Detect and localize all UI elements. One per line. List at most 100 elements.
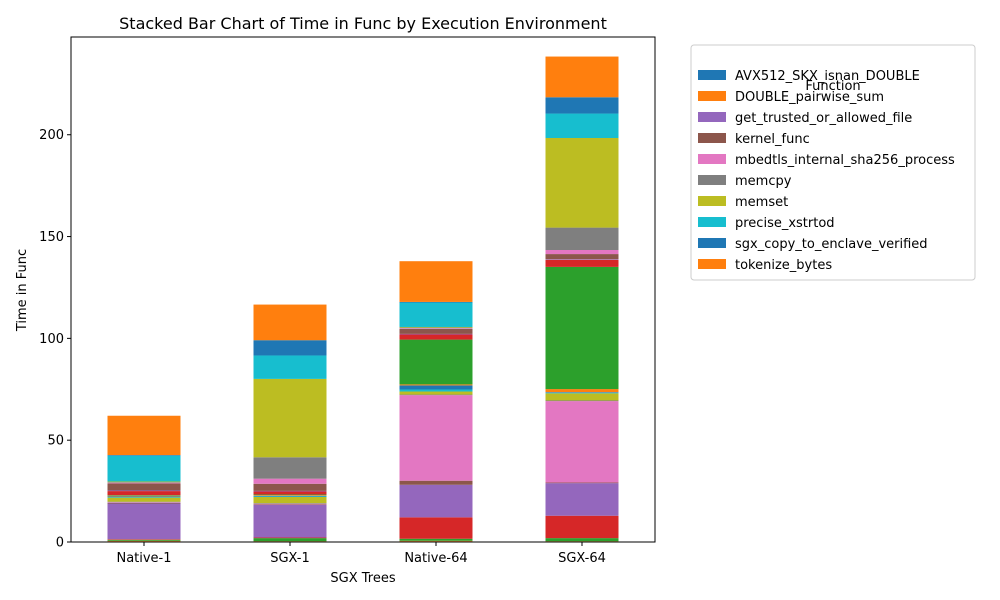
bar-segment: [253, 340, 327, 356]
legend-swatch: [698, 70, 726, 80]
bar-segment: [107, 495, 181, 497]
bar-segment: [545, 515, 619, 539]
bar-segment: [107, 491, 181, 496]
legend-label: tokenize_bytes: [735, 258, 832, 273]
bar-segment: [253, 503, 327, 504]
bar-segment: [253, 304, 327, 341]
bar-segment: [253, 495, 327, 496]
x-axis-label: SGX Trees: [330, 571, 395, 586]
bar-segment: [107, 497, 181, 498]
plot-frame: [70, 36, 656, 543]
bar-segment: [399, 302, 473, 327]
legend-label: sgx_copy_to_enclave_verified: [735, 237, 928, 252]
legend-swatch: [698, 196, 726, 206]
legend-label: get_trusted_or_allowed_file: [735, 111, 912, 126]
x-axis: Native-1 SGX-1 Native-64 SGX-64: [116, 542, 606, 566]
bar-segment: [399, 327, 473, 329]
x-tick-label: Native-1: [116, 551, 171, 566]
y-axis: 0 50 100 150 200: [39, 128, 71, 551]
bar-segment: [253, 503, 327, 505]
bar-segment: [399, 389, 473, 392]
legend-frame: [690, 44, 976, 281]
legend-swatch: [698, 112, 726, 122]
y-tick-label: 100: [39, 332, 64, 347]
bar-segment: [399, 517, 473, 539]
bar-segment: [545, 113, 619, 138]
bar-segment: [253, 491, 327, 495]
x-tick-label: SGX-1: [270, 551, 310, 566]
bar-segment: [545, 97, 619, 114]
x-tick-label: Native-64: [404, 551, 467, 566]
y-tick-label: 150: [39, 230, 64, 245]
bar-segment: [107, 501, 181, 503]
legend-label: DOUBLE_pairwise_sum: [735, 90, 884, 105]
y-tick-label: 0: [56, 536, 64, 551]
bar-segment: [545, 259, 619, 267]
bar-segment: [545, 138, 619, 228]
bar-segment: [545, 392, 619, 394]
bar-segment: [107, 483, 181, 491]
bar-segment: [399, 301, 473, 303]
bar-segment: [107, 497, 181, 502]
legend: Function AVX512_SKX_isnan_DOUBLE DOUBLE_p…: [690, 44, 976, 281]
bar-segment: [107, 496, 181, 497]
bar-segment: [545, 254, 619, 260]
legend-items: AVX512_SKX_isnan_DOUBLE DOUBLE_pairwise_s…: [698, 69, 955, 273]
bar-segment: [253, 483, 327, 491]
bar-segment: [253, 355, 327, 379]
bar-segment: [253, 378, 327, 458]
bar-segment: [107, 455, 181, 456]
bars: [107, 56, 619, 542]
bar-segment: [545, 56, 619, 98]
bar-segment: [253, 478, 327, 484]
bar-segment: [253, 494, 327, 496]
legend-label: mbedtls_internal_sha256_process: [735, 153, 955, 168]
bar-segment: [399, 339, 473, 385]
bar-segment: [545, 401, 619, 483]
bar-segment: [545, 392, 619, 393]
legend-label: precise_xstrtod: [735, 216, 835, 231]
bar-segment: [399, 540, 473, 542]
legend-title: Function: [805, 79, 860, 94]
bar-segment: [253, 538, 327, 542]
bar-segment: [107, 503, 181, 540]
x-tick-label: SGX-64: [558, 551, 606, 566]
legend-swatch: [698, 175, 726, 185]
legend-label: memcpy: [735, 174, 792, 189]
bar-segment: [107, 482, 181, 483]
bar-segment: [545, 227, 619, 250]
bar-segment: [399, 538, 473, 541]
bar-segment: [399, 334, 473, 340]
bar-segment: [399, 384, 473, 386]
bar-segment: [253, 495, 327, 497]
bar-segment: [545, 259, 619, 260]
bar-segment: [545, 393, 619, 401]
bar-segment: [545, 250, 619, 255]
bar-segment: [399, 391, 473, 395]
bar-segment: [253, 537, 327, 539]
bar-segment: [399, 395, 473, 481]
bar-segment: [399, 333, 473, 335]
bar-segment: [253, 504, 327, 538]
bar-segment: [253, 496, 327, 497]
bar-segment: [107, 539, 181, 540]
bar-segment: [253, 457, 327, 479]
bar-segment: [107, 490, 181, 492]
bar-segment: [545, 266, 619, 390]
legend-label: memset: [735, 195, 788, 210]
bar-segment: [107, 455, 181, 482]
bar-segment: [253, 504, 327, 505]
bar-segment: [253, 490, 327, 492]
bar-segment: [399, 394, 473, 396]
bar-segment: [399, 328, 473, 329]
y-tick-label: 50: [47, 434, 64, 449]
bar-segment: [107, 539, 181, 541]
legend-swatch: [698, 133, 726, 143]
bar-segment: [399, 326, 473, 328]
legend-swatch: [698, 217, 726, 227]
bar-segment: [545, 538, 619, 542]
bar-segment: [107, 415, 181, 456]
bar-segment: [107, 482, 181, 484]
legend-label: AVX512_SKX_isnan_DOUBLE: [735, 69, 920, 84]
